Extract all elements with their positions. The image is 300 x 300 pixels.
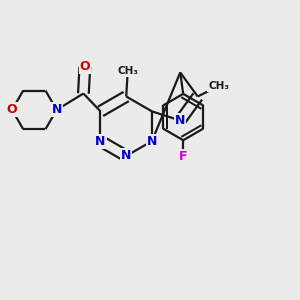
Text: N: N [95, 135, 106, 148]
Text: N: N [121, 149, 131, 162]
Text: F: F [179, 150, 188, 163]
Text: CH₃: CH₃ [117, 66, 138, 76]
Text: O: O [80, 60, 90, 73]
Text: O: O [7, 103, 17, 116]
Text: N: N [147, 135, 157, 148]
Text: CH₃: CH₃ [208, 81, 229, 91]
Text: N: N [175, 114, 185, 127]
Text: N: N [52, 103, 62, 116]
